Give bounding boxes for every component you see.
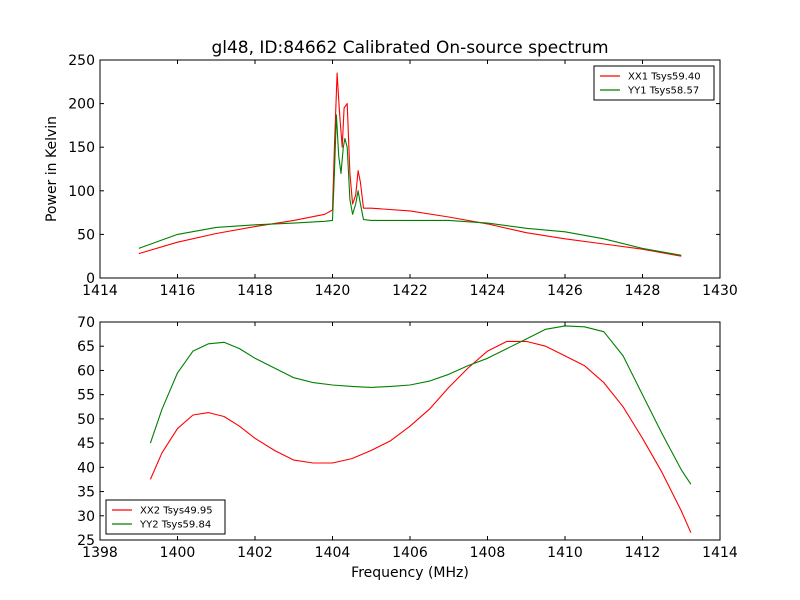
y-tick-label: 25 <box>77 533 95 549</box>
x-tick-label: 1422 <box>392 283 428 299</box>
y-tick-label: 50 <box>77 412 95 428</box>
legend-label: YY2 Tsys59.84 <box>139 520 211 531</box>
y-tick-label: 40 <box>77 460 95 476</box>
bottom-x-axis-label: Frequency (MHz) <box>351 565 469 581</box>
x-tick-label: 1414 <box>82 283 118 299</box>
legend-label: XX2 Tsys49.95 <box>140 506 213 517</box>
x-tick-label: 1400 <box>160 545 196 561</box>
x-tick-label: 1418 <box>237 283 273 299</box>
x-tick-label: 1428 <box>625 283 661 299</box>
y-tick-label: 0 <box>86 271 95 287</box>
y-tick-label: 250 <box>68 53 95 69</box>
y-tick-label: 100 <box>68 184 95 200</box>
y-tick-label: 150 <box>68 140 95 156</box>
y-tick-label: 60 <box>77 363 95 379</box>
top-y-axis-label: Power in Kelvin <box>44 116 60 222</box>
x-tick-label: 1398 <box>82 545 118 561</box>
series-line-2-2 <box>149 325 692 485</box>
y-tick-label: 55 <box>77 388 95 404</box>
y-tick-label: 45 <box>77 436 95 452</box>
legend-label: YY1 Tsys58.57 <box>627 86 699 97</box>
x-tick-label: 1420 <box>315 283 351 299</box>
y-tick-label: 35 <box>77 485 95 501</box>
x-tick-label: 1430 <box>702 283 738 299</box>
x-tick-label: 1408 <box>470 545 506 561</box>
series-line-1-2 <box>138 114 682 256</box>
x-tick-label: 1412 <box>625 545 661 561</box>
x-tick-label: 1404 <box>315 545 351 561</box>
legend-label: XX1 Tsys59.40 <box>628 72 701 83</box>
x-tick-label: 1410 <box>547 545 583 561</box>
y-tick-label: 70 <box>77 315 95 331</box>
legend-box-1 <box>593 65 715 101</box>
legend-box-2 <box>105 499 226 535</box>
y-tick-label: 30 <box>77 509 95 525</box>
x-tick-label: 1402 <box>237 545 273 561</box>
series-line-1-1 <box>138 72 682 257</box>
series-line-2-1 <box>149 340 692 533</box>
y-tick-label: 50 <box>77 227 95 243</box>
y-tick-label: 200 <box>68 97 95 113</box>
chart-title: gl48, ID:84662 Calibrated On-source spec… <box>211 38 608 58</box>
x-tick-label: 1426 <box>547 283 583 299</box>
x-tick-label: 1406 <box>392 545 428 561</box>
x-tick-label: 1416 <box>160 283 196 299</box>
x-tick-label: 1424 <box>470 283 506 299</box>
x-tick-label: 1414 <box>702 545 738 561</box>
y-tick-label: 65 <box>77 339 95 355</box>
